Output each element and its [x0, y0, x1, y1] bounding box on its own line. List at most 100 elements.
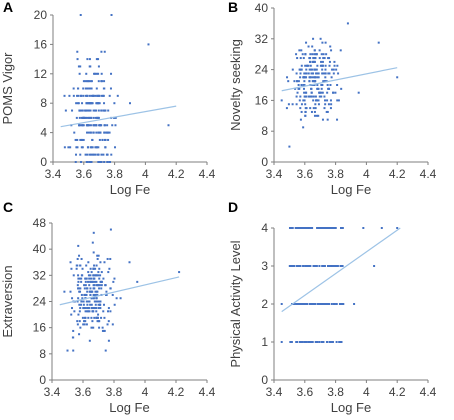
data-point — [297, 303, 300, 305]
data-point — [317, 103, 320, 106]
data-point — [102, 94, 105, 97]
data-point — [324, 64, 327, 67]
x-axis-label: Log Fe — [331, 400, 371, 415]
data-point — [178, 271, 181, 274]
data-point — [301, 53, 304, 56]
data-point — [89, 290, 92, 293]
data-point — [86, 58, 89, 61]
data-point — [329, 265, 332, 267]
data-point — [77, 94, 80, 97]
y-tick-label: 48 — [33, 216, 47, 230]
data-point — [297, 87, 300, 90]
data-point — [320, 84, 323, 86]
data-point — [63, 290, 66, 293]
data-point — [94, 116, 97, 119]
data-point — [85, 72, 88, 75]
data-point — [323, 57, 326, 60]
data-point — [85, 116, 88, 119]
x-tick-label: 4.4 — [199, 385, 216, 399]
data-point — [93, 300, 96, 303]
data-point — [338, 341, 341, 343]
x-tick-label: 4 — [363, 385, 370, 399]
data-point — [100, 72, 103, 75]
data-point — [327, 265, 330, 267]
data-point — [300, 110, 303, 113]
data-point — [340, 227, 343, 229]
data-point — [81, 297, 84, 300]
data-point — [299, 68, 302, 71]
data-point — [88, 80, 91, 83]
data-point — [309, 76, 312, 79]
data-point — [75, 146, 78, 149]
data-point — [321, 60, 324, 63]
data-point — [307, 72, 310, 75]
data-point — [328, 57, 331, 60]
data-point — [309, 53, 312, 56]
data-point — [93, 153, 96, 156]
data-point — [304, 53, 307, 56]
data-point — [84, 109, 87, 112]
data-point — [110, 72, 113, 75]
data-point — [335, 303, 338, 305]
data-point — [92, 274, 95, 277]
data-point — [72, 349, 75, 352]
data-point — [329, 107, 332, 110]
data-point — [295, 72, 298, 75]
data-point — [91, 290, 94, 293]
data-point — [293, 303, 296, 305]
data-point — [92, 297, 95, 300]
data-point — [299, 95, 302, 98]
data-point — [86, 131, 89, 134]
data-point — [324, 41, 327, 44]
data-point — [293, 80, 296, 83]
data-point — [100, 94, 103, 97]
data-point — [102, 310, 105, 313]
data-point — [93, 307, 96, 310]
x-tick-label: 3.4 — [266, 167, 283, 181]
data-point — [97, 146, 100, 149]
data-point — [80, 277, 83, 280]
data-point — [312, 60, 315, 63]
data-point — [296, 57, 299, 60]
data-point — [373, 265, 376, 267]
data-point — [317, 303, 320, 305]
data-point — [311, 341, 314, 343]
data-point — [147, 43, 150, 46]
data-point — [167, 124, 170, 127]
data-point — [314, 53, 317, 56]
data-point — [304, 110, 307, 113]
data-point — [89, 267, 92, 270]
data-point — [313, 114, 316, 117]
data-point — [89, 80, 92, 83]
data-point — [313, 53, 316, 56]
data-point — [314, 103, 317, 106]
data-point — [107, 320, 110, 323]
x-tick-label: 3.6 — [75, 385, 92, 399]
data-point — [302, 57, 305, 60]
data-point — [113, 102, 116, 105]
data-point — [69, 146, 72, 149]
data-point — [76, 94, 79, 97]
data-point — [313, 49, 316, 52]
data-point — [323, 227, 326, 229]
data-point — [326, 118, 329, 121]
data-point — [89, 303, 92, 306]
data-point — [319, 37, 322, 40]
data-point — [100, 80, 103, 83]
data-point — [95, 316, 98, 319]
data-point — [86, 102, 89, 105]
data-point — [311, 53, 314, 56]
data-point — [97, 72, 100, 75]
data-point — [320, 64, 323, 67]
y-tick-label: 0 — [261, 373, 268, 387]
data-point — [316, 87, 319, 90]
x-tick-label: 3.6 — [296, 385, 313, 399]
data-point — [94, 72, 97, 75]
data-point — [90, 94, 93, 97]
data-point — [89, 87, 92, 90]
data-point — [95, 131, 98, 134]
data-point — [337, 99, 340, 102]
data-point — [77, 274, 80, 277]
data-point — [82, 124, 85, 127]
data-point — [298, 341, 301, 343]
